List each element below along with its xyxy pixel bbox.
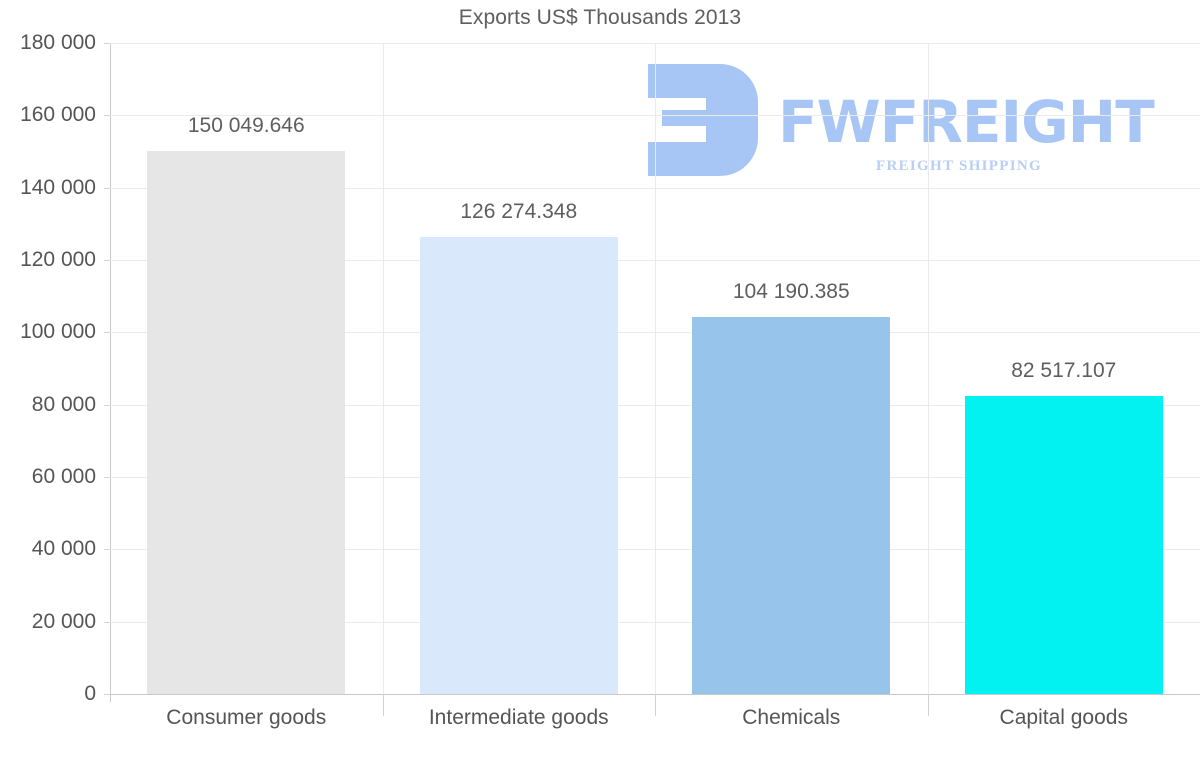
bar[interactable] (692, 317, 891, 694)
fwfreight-logo-icon (648, 64, 758, 176)
x-tick-mark (655, 694, 656, 716)
y-axis-line (110, 43, 111, 702)
y-axis-tick-label: 120 000 (20, 248, 96, 271)
watermark-tagline: FREIGHT SHIPPING (876, 158, 1042, 174)
y-axis-tick-label: 60 000 (31, 465, 96, 488)
bar-value-label: 82 517.107 (1011, 358, 1117, 382)
chart-title: Exports US$ Thousands 2013 (458, 6, 742, 29)
y-tick-mark (104, 260, 110, 261)
bar-value-label: 104 190.385 (732, 280, 850, 304)
y-tick-mark (104, 332, 110, 334)
y-tick-mark (104, 549, 110, 551)
category-separator (655, 43, 656, 716)
y-axis-tick-label: 140 000 (20, 175, 96, 199)
x-axis-category-label: Consumer goods (166, 706, 327, 729)
x-tick-mark (382, 694, 384, 716)
y-tick-mark (104, 477, 110, 478)
category-separator (382, 43, 384, 716)
x-axis-category-label: Capital goods (999, 706, 1128, 729)
y-axis-tick-label: 80 000 (31, 392, 96, 416)
category-separator (927, 43, 929, 716)
bar[interactable] (147, 151, 346, 694)
bar-value-label: 126 274.348 (460, 200, 578, 224)
y-axis-tick-label: 180 000 (20, 31, 96, 54)
bar-value-label: 150 049.646 (187, 114, 305, 138)
y-tick-mark (104, 115, 110, 117)
x-axis-category-label: Intermediate goods (428, 706, 609, 729)
x-tick-mark (927, 694, 929, 716)
bar[interactable] (419, 237, 618, 694)
bar[interactable] (964, 395, 1163, 694)
y-axis-tick-label: 0 (84, 682, 96, 705)
y-axis-tick-label: 40 000 (31, 537, 96, 561)
y-axis-tick-label: 20 000 (31, 609, 96, 633)
y-tick-mark (104, 187, 110, 189)
y-tick-mark (104, 404, 110, 406)
watermark-wordmark: FWFREIGHT (778, 88, 1155, 156)
y-axis-tick-label: 160 000 (20, 103, 96, 127)
y-axis-tick-label: 100 000 (20, 320, 96, 344)
watermark: FWFREIGHT FREIGHT SHIPPING (648, 62, 1155, 187)
y-tick-mark (104, 621, 110, 623)
y-tick-mark (104, 43, 110, 44)
x-axis-category-label: Chemicals (742, 706, 841, 729)
y-tick-mark (104, 694, 110, 695)
